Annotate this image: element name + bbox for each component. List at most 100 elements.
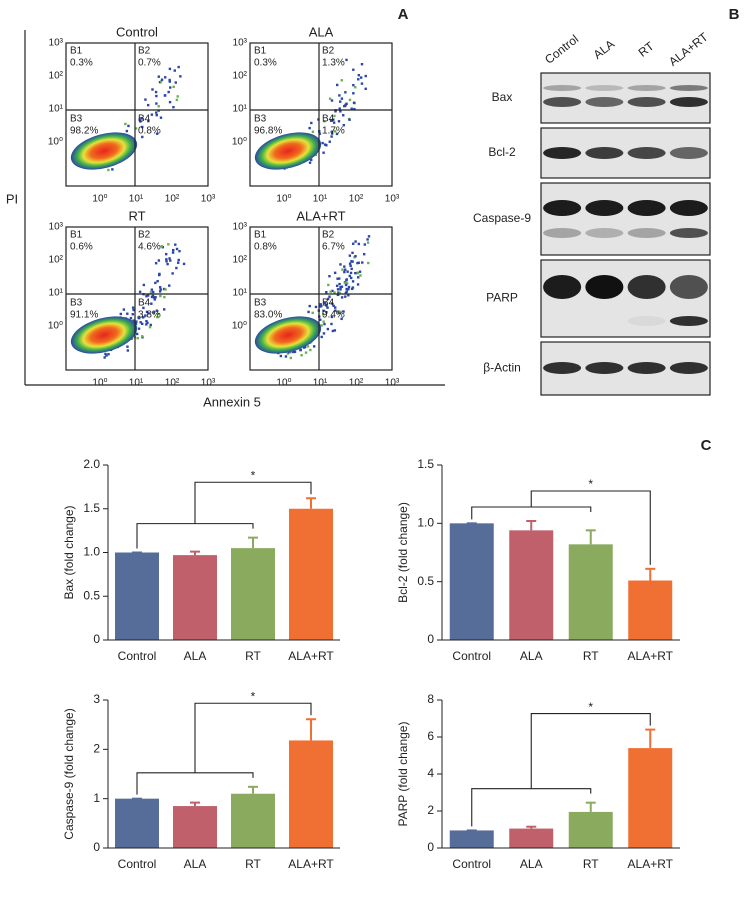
bar <box>509 530 554 640</box>
quadrant-name: B2 <box>138 230 151 241</box>
y-axis-label: PI <box>6 191 18 206</box>
x-tick-label: 10¹ <box>313 378 328 389</box>
event-dot <box>352 101 356 104</box>
event-dot <box>136 336 139 340</box>
quadrant-name: B1 <box>254 46 267 57</box>
event-dot <box>356 271 359 275</box>
y-tick-label: 10³ <box>49 38 64 49</box>
plot-title: RT <box>128 208 145 223</box>
blot-band <box>543 228 582 238</box>
event-dot <box>356 261 359 265</box>
y-tick-label: 6 <box>427 729 434 743</box>
event-dot <box>159 80 163 83</box>
y-tick-label: 3 <box>93 692 100 706</box>
event-dot <box>326 327 330 331</box>
event-dot <box>321 141 324 145</box>
event-dot <box>308 126 311 130</box>
blot-band <box>627 228 666 238</box>
y-tick-label: 0 <box>427 632 434 646</box>
quadrant-percent: 0.7% <box>138 58 161 69</box>
y-tick-label: 10¹ <box>49 288 64 299</box>
event-dot <box>107 168 110 172</box>
y-tick-label: 10² <box>233 71 248 82</box>
event-dot <box>156 312 160 316</box>
quadrant-percent: 0.3% <box>70 58 93 69</box>
quadrant-percent: 9.4% <box>322 310 345 321</box>
event-dot <box>348 254 352 257</box>
event-dot <box>146 321 149 324</box>
event-dot <box>154 90 158 94</box>
event-dot <box>336 288 340 291</box>
event-dot <box>157 259 161 262</box>
event-dot <box>364 74 367 78</box>
blot-band <box>585 85 624 91</box>
event-dot <box>328 97 332 100</box>
event-dot <box>160 78 164 81</box>
event-dot <box>343 268 347 271</box>
event-dot <box>179 75 182 78</box>
quadrant-percent: 98.2% <box>70 126 98 137</box>
event-dot <box>139 120 142 123</box>
y-tick-label: 8 <box>427 692 434 706</box>
quadrant-name: B2 <box>138 46 151 57</box>
x-tick-label: 10¹ <box>313 194 328 205</box>
x-tick-label: 10¹ <box>129 378 144 389</box>
y-tick-label: 2.0 <box>83 457 100 471</box>
x-tick-label: 10⁰ <box>92 194 107 205</box>
bar <box>173 555 217 640</box>
x-tick-label: RT <box>583 649 599 663</box>
x-tick-label: ALA+RT <box>288 649 334 663</box>
quadrant-name: B2 <box>322 46 335 57</box>
quadrant-percent: 91.1% <box>70 310 98 321</box>
event-dot <box>155 94 158 98</box>
event-dot <box>299 348 302 351</box>
event-dot <box>339 263 342 266</box>
event-dot <box>155 111 158 114</box>
event-dot <box>105 354 108 357</box>
event-dot <box>357 78 360 81</box>
quadrant-name: B2 <box>322 230 335 241</box>
y-tick-label: 10¹ <box>233 288 248 299</box>
event-dot <box>320 324 323 327</box>
event-dot <box>141 125 144 129</box>
event-dot <box>310 158 313 162</box>
event-dot <box>351 286 355 289</box>
event-dot <box>156 315 159 319</box>
quadrant-percent: 0.8% <box>254 242 277 253</box>
x-tick-label: 10³ <box>201 194 216 205</box>
event-dot <box>145 319 148 323</box>
event-dot <box>138 290 142 294</box>
event-dot <box>342 310 345 313</box>
plot-frame <box>249 226 393 371</box>
protein-label: Bcl-2 <box>488 145 516 159</box>
event-dot <box>165 258 168 261</box>
event-dot <box>347 294 350 297</box>
bar <box>173 806 217 848</box>
event-dot <box>159 116 163 119</box>
bar <box>449 830 494 848</box>
event-dot <box>172 248 175 252</box>
event-dot <box>168 78 171 82</box>
blot-band <box>627 362 666 374</box>
event-dot <box>338 291 342 295</box>
significance-mark: * <box>251 689 256 703</box>
event-dot <box>131 313 134 316</box>
event-dot <box>320 335 323 339</box>
event-dot <box>334 130 337 133</box>
event-dot <box>158 286 162 289</box>
blot-band <box>543 362 582 374</box>
quadrant-percent: 0.6% <box>70 242 93 253</box>
event-dot <box>164 76 167 79</box>
quadrant-name: B1 <box>70 46 83 57</box>
event-dot <box>155 132 159 135</box>
blot-background <box>540 182 711 256</box>
event-dot <box>164 252 168 256</box>
event-dot <box>346 270 349 273</box>
event-dot <box>140 117 144 120</box>
event-dot <box>156 279 159 283</box>
y-tick-label: 10¹ <box>49 104 64 115</box>
event-dot <box>318 305 322 308</box>
event-dot <box>175 247 179 251</box>
x-tick-label: 10² <box>165 378 180 389</box>
event-dot <box>350 287 354 291</box>
